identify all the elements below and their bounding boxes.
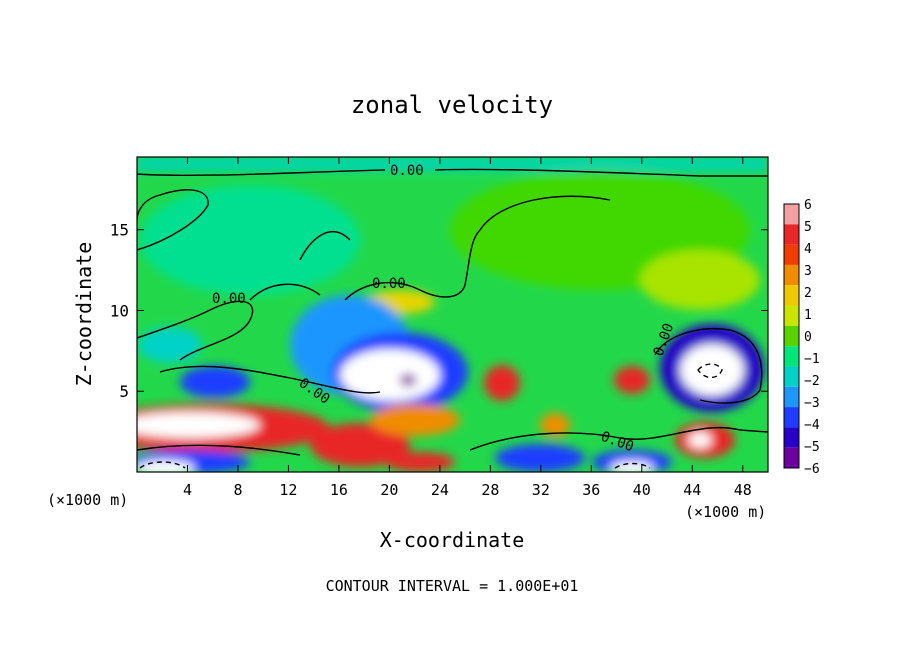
contour-right	[654, 328, 763, 404]
colorbar-swatch	[784, 224, 799, 245]
colorbar-swatch	[784, 366, 799, 387]
colorbar-label: −4	[804, 418, 820, 433]
contour-upper-mid	[249, 231, 351, 301]
colorbar-label: 0	[804, 330, 812, 345]
x-tick-label: 36	[582, 481, 600, 499]
y-axis: 5 10 15	[110, 221, 768, 401]
chart-title: zonal velocity	[351, 91, 553, 119]
orange-mid	[370, 404, 460, 436]
x-unit-left: (×1000 m)	[47, 491, 128, 509]
colorbar-swatch	[784, 386, 799, 408]
x-tick-label: 16	[330, 481, 348, 499]
contour-dashed-right	[697, 363, 723, 379]
colorbar: 6 5 4 3 2 1 0 −1 −2 −3 −4 −5 −6	[783, 198, 820, 477]
colorbar-label: 2	[804, 286, 812, 301]
y-axis-label: Z-coordinate	[72, 242, 96, 387]
colorbar-swatch	[784, 285, 799, 306]
contour-left-mid	[137, 300, 254, 361]
white-right	[680, 344, 744, 396]
contour-top	[137, 168, 768, 177]
bottom-blue-mid	[495, 444, 585, 472]
upper-cyan-patch	[140, 185, 360, 295]
red-right	[614, 366, 650, 394]
blue-left	[180, 366, 250, 398]
colorbar-label: 6	[804, 198, 812, 213]
colorbar-label: −1	[804, 352, 820, 367]
y-tick-label: 10	[110, 301, 129, 320]
x-tick-label: 32	[532, 481, 550, 499]
lightgreen-right	[640, 250, 760, 310]
contour-dashed-bottom-right	[614, 462, 651, 469]
velocity-field	[137, 157, 768, 472]
x-tick-label: 12	[279, 481, 297, 499]
x-tick-label: 4	[183, 481, 192, 499]
x-unit-right: (×1000 m)	[685, 503, 766, 521]
x-tick-label: 28	[481, 481, 499, 499]
x-tick-label: 48	[734, 481, 752, 499]
red-mid	[310, 423, 410, 467]
plot-area: 0.00 0.00 0.00 0.00 0.00 0.00	[137, 157, 768, 472]
x-tick-label: 8	[233, 481, 242, 499]
white-cell-1	[340, 349, 440, 401]
colorbar-swatch	[784, 447, 799, 468]
contour-lower	[159, 365, 381, 394]
bottom-red-mid	[385, 452, 455, 472]
colorbar-label: −5	[804, 440, 820, 455]
contour-dashed-bottom-left	[139, 461, 186, 469]
contour-mid-band	[344, 195, 611, 301]
contour-interval-footer: CONTOUR INTERVAL = 1.000E+01	[326, 577, 579, 595]
y-tick-label: 15	[110, 221, 129, 240]
colorbar-label: −3	[804, 396, 820, 411]
colorbar-label: −2	[804, 374, 820, 389]
contour-lines	[137, 168, 768, 469]
orange-center	[540, 413, 570, 437]
x-tick-label: 24	[431, 481, 449, 499]
x-tick-label: 40	[633, 481, 651, 499]
colorbar-label: 4	[804, 242, 812, 257]
white-left	[137, 412, 260, 438]
colorbar-frame	[783, 203, 800, 469]
colorbar-swatch	[784, 244, 799, 265]
colorbar-swatch	[784, 427, 799, 448]
colorbar-swatch	[784, 305, 799, 326]
bottom-white-left	[137, 460, 195, 472]
colorbar-label: 3	[804, 264, 812, 279]
x-axis: 4 8 12 16 20 24 28 32 36 40 44 48	[183, 157, 752, 499]
x-tick-label: 44	[683, 481, 701, 499]
colorbar-swatch	[784, 264, 799, 286]
top-band	[137, 157, 768, 171]
cyan-left	[138, 327, 202, 363]
colorbar-label: 5	[804, 220, 812, 235]
x-axis-label: X-coordinate	[380, 528, 525, 552]
contour-label: 0.00	[212, 291, 246, 307]
colorbar-label: −6	[804, 462, 820, 477]
bottom-white-right	[610, 461, 654, 472]
y-tick-label: 5	[119, 382, 129, 401]
purple-mid	[400, 374, 416, 386]
contour-label: 0.00	[390, 163, 424, 179]
colorbar-swatch	[784, 407, 799, 428]
colorbar-label: 1	[804, 308, 812, 323]
plot-frame	[136, 156, 769, 473]
red-center	[484, 365, 520, 401]
colorbar-swatch	[784, 325, 799, 347]
colorbar-swatch	[784, 204, 799, 225]
contour-bottom	[137, 426, 768, 456]
colorbar-swatch	[784, 346, 799, 367]
contour-left-loop	[137, 189, 209, 251]
white-right-bottom	[688, 432, 712, 448]
contour-label: 0.00	[372, 276, 406, 292]
x-tick-label: 20	[380, 481, 398, 499]
